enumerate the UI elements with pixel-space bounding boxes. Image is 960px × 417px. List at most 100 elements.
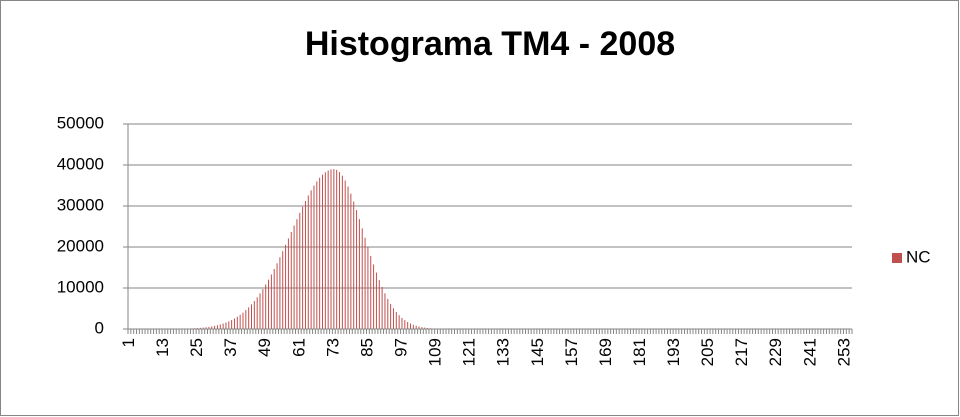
bar xyxy=(336,169,338,329)
bar xyxy=(313,185,315,329)
bar xyxy=(287,238,289,329)
x-tick-label: 97 xyxy=(391,338,410,357)
bar xyxy=(319,177,321,329)
bar xyxy=(310,190,312,329)
x-tick-label: 217 xyxy=(732,338,751,366)
x-tick-label: 13 xyxy=(153,338,172,357)
bar xyxy=(339,172,341,329)
bar xyxy=(253,301,255,329)
bar xyxy=(327,170,329,329)
bar xyxy=(236,316,238,329)
x-tick-label: 109 xyxy=(426,338,445,366)
bar xyxy=(316,181,318,329)
bar xyxy=(353,201,355,329)
x-tick-label: 241 xyxy=(800,338,819,366)
y-tick-label: 30000 xyxy=(57,195,104,214)
bar xyxy=(219,324,221,329)
bar xyxy=(410,323,412,329)
bar xyxy=(231,320,233,329)
bar xyxy=(282,251,284,329)
bar xyxy=(225,322,227,329)
bar xyxy=(392,308,394,329)
bar xyxy=(427,327,429,329)
bar xyxy=(222,323,224,329)
bar xyxy=(299,212,301,329)
bar xyxy=(216,325,218,329)
bar xyxy=(273,268,275,329)
x-tick-label: 229 xyxy=(766,338,785,366)
bar xyxy=(390,303,392,329)
x-tick-label: 61 xyxy=(289,338,308,357)
x-tick-label: 25 xyxy=(187,338,206,357)
bar xyxy=(381,287,383,329)
chart-title: Histograma TM4 - 2008 xyxy=(305,25,675,63)
bar xyxy=(268,279,270,329)
bar xyxy=(387,298,389,329)
bar xyxy=(324,172,326,329)
bar xyxy=(370,255,372,329)
bar xyxy=(401,317,403,329)
x-tick-label: 121 xyxy=(460,338,479,366)
bar xyxy=(202,327,204,329)
bar xyxy=(364,237,366,329)
bar xyxy=(285,244,287,329)
bar xyxy=(395,311,397,329)
bar xyxy=(373,264,375,329)
x-tick-label: 145 xyxy=(528,338,547,366)
bar xyxy=(367,246,369,329)
bar xyxy=(259,293,261,329)
x-tick-label: 253 xyxy=(834,338,853,366)
bar xyxy=(214,325,216,329)
x-tick-label: 157 xyxy=(562,338,581,366)
bar xyxy=(304,200,306,329)
bar xyxy=(415,325,417,329)
y-tick-label: 40000 xyxy=(57,154,104,173)
x-tick-label: 85 xyxy=(357,338,376,357)
bar xyxy=(205,327,207,329)
bar xyxy=(265,284,267,329)
bar xyxy=(211,326,213,329)
x-tick-label: 133 xyxy=(494,338,513,366)
bar xyxy=(199,327,201,329)
bar xyxy=(296,219,298,329)
x-tick-label: 193 xyxy=(664,338,683,366)
y-tick-label: 50000 xyxy=(57,113,104,132)
bar xyxy=(330,169,332,329)
bar xyxy=(293,225,295,329)
bar xyxy=(290,232,292,329)
bar xyxy=(270,274,272,329)
x-tick-label: 49 xyxy=(255,338,274,357)
x-tick-label: 169 xyxy=(596,338,615,366)
bar xyxy=(302,206,304,329)
bar xyxy=(248,307,250,329)
bar xyxy=(276,263,278,329)
bar xyxy=(407,322,409,329)
bar xyxy=(398,315,400,329)
bar xyxy=(356,210,358,329)
bar xyxy=(208,326,210,329)
bar xyxy=(228,321,230,329)
x-tick-label: 37 xyxy=(221,338,240,357)
bar xyxy=(424,327,426,329)
x-tick-label: 1 xyxy=(119,338,138,347)
y-tick-label: 10000 xyxy=(57,277,104,296)
y-tick-label: 0 xyxy=(95,318,104,337)
bar xyxy=(358,219,360,329)
bar xyxy=(307,195,309,329)
bar xyxy=(239,314,241,329)
bar xyxy=(256,297,258,329)
bar xyxy=(412,324,414,329)
bar xyxy=(361,228,363,329)
bar xyxy=(344,180,346,329)
bar xyxy=(279,257,281,329)
bar xyxy=(378,280,380,329)
bar xyxy=(341,175,343,329)
legend-swatch xyxy=(892,253,902,263)
bar xyxy=(418,326,420,329)
bar xyxy=(233,318,235,329)
x-tick-label: 73 xyxy=(323,338,342,357)
bar xyxy=(384,293,386,329)
bar xyxy=(375,272,377,329)
legend-label: NC xyxy=(906,247,931,266)
